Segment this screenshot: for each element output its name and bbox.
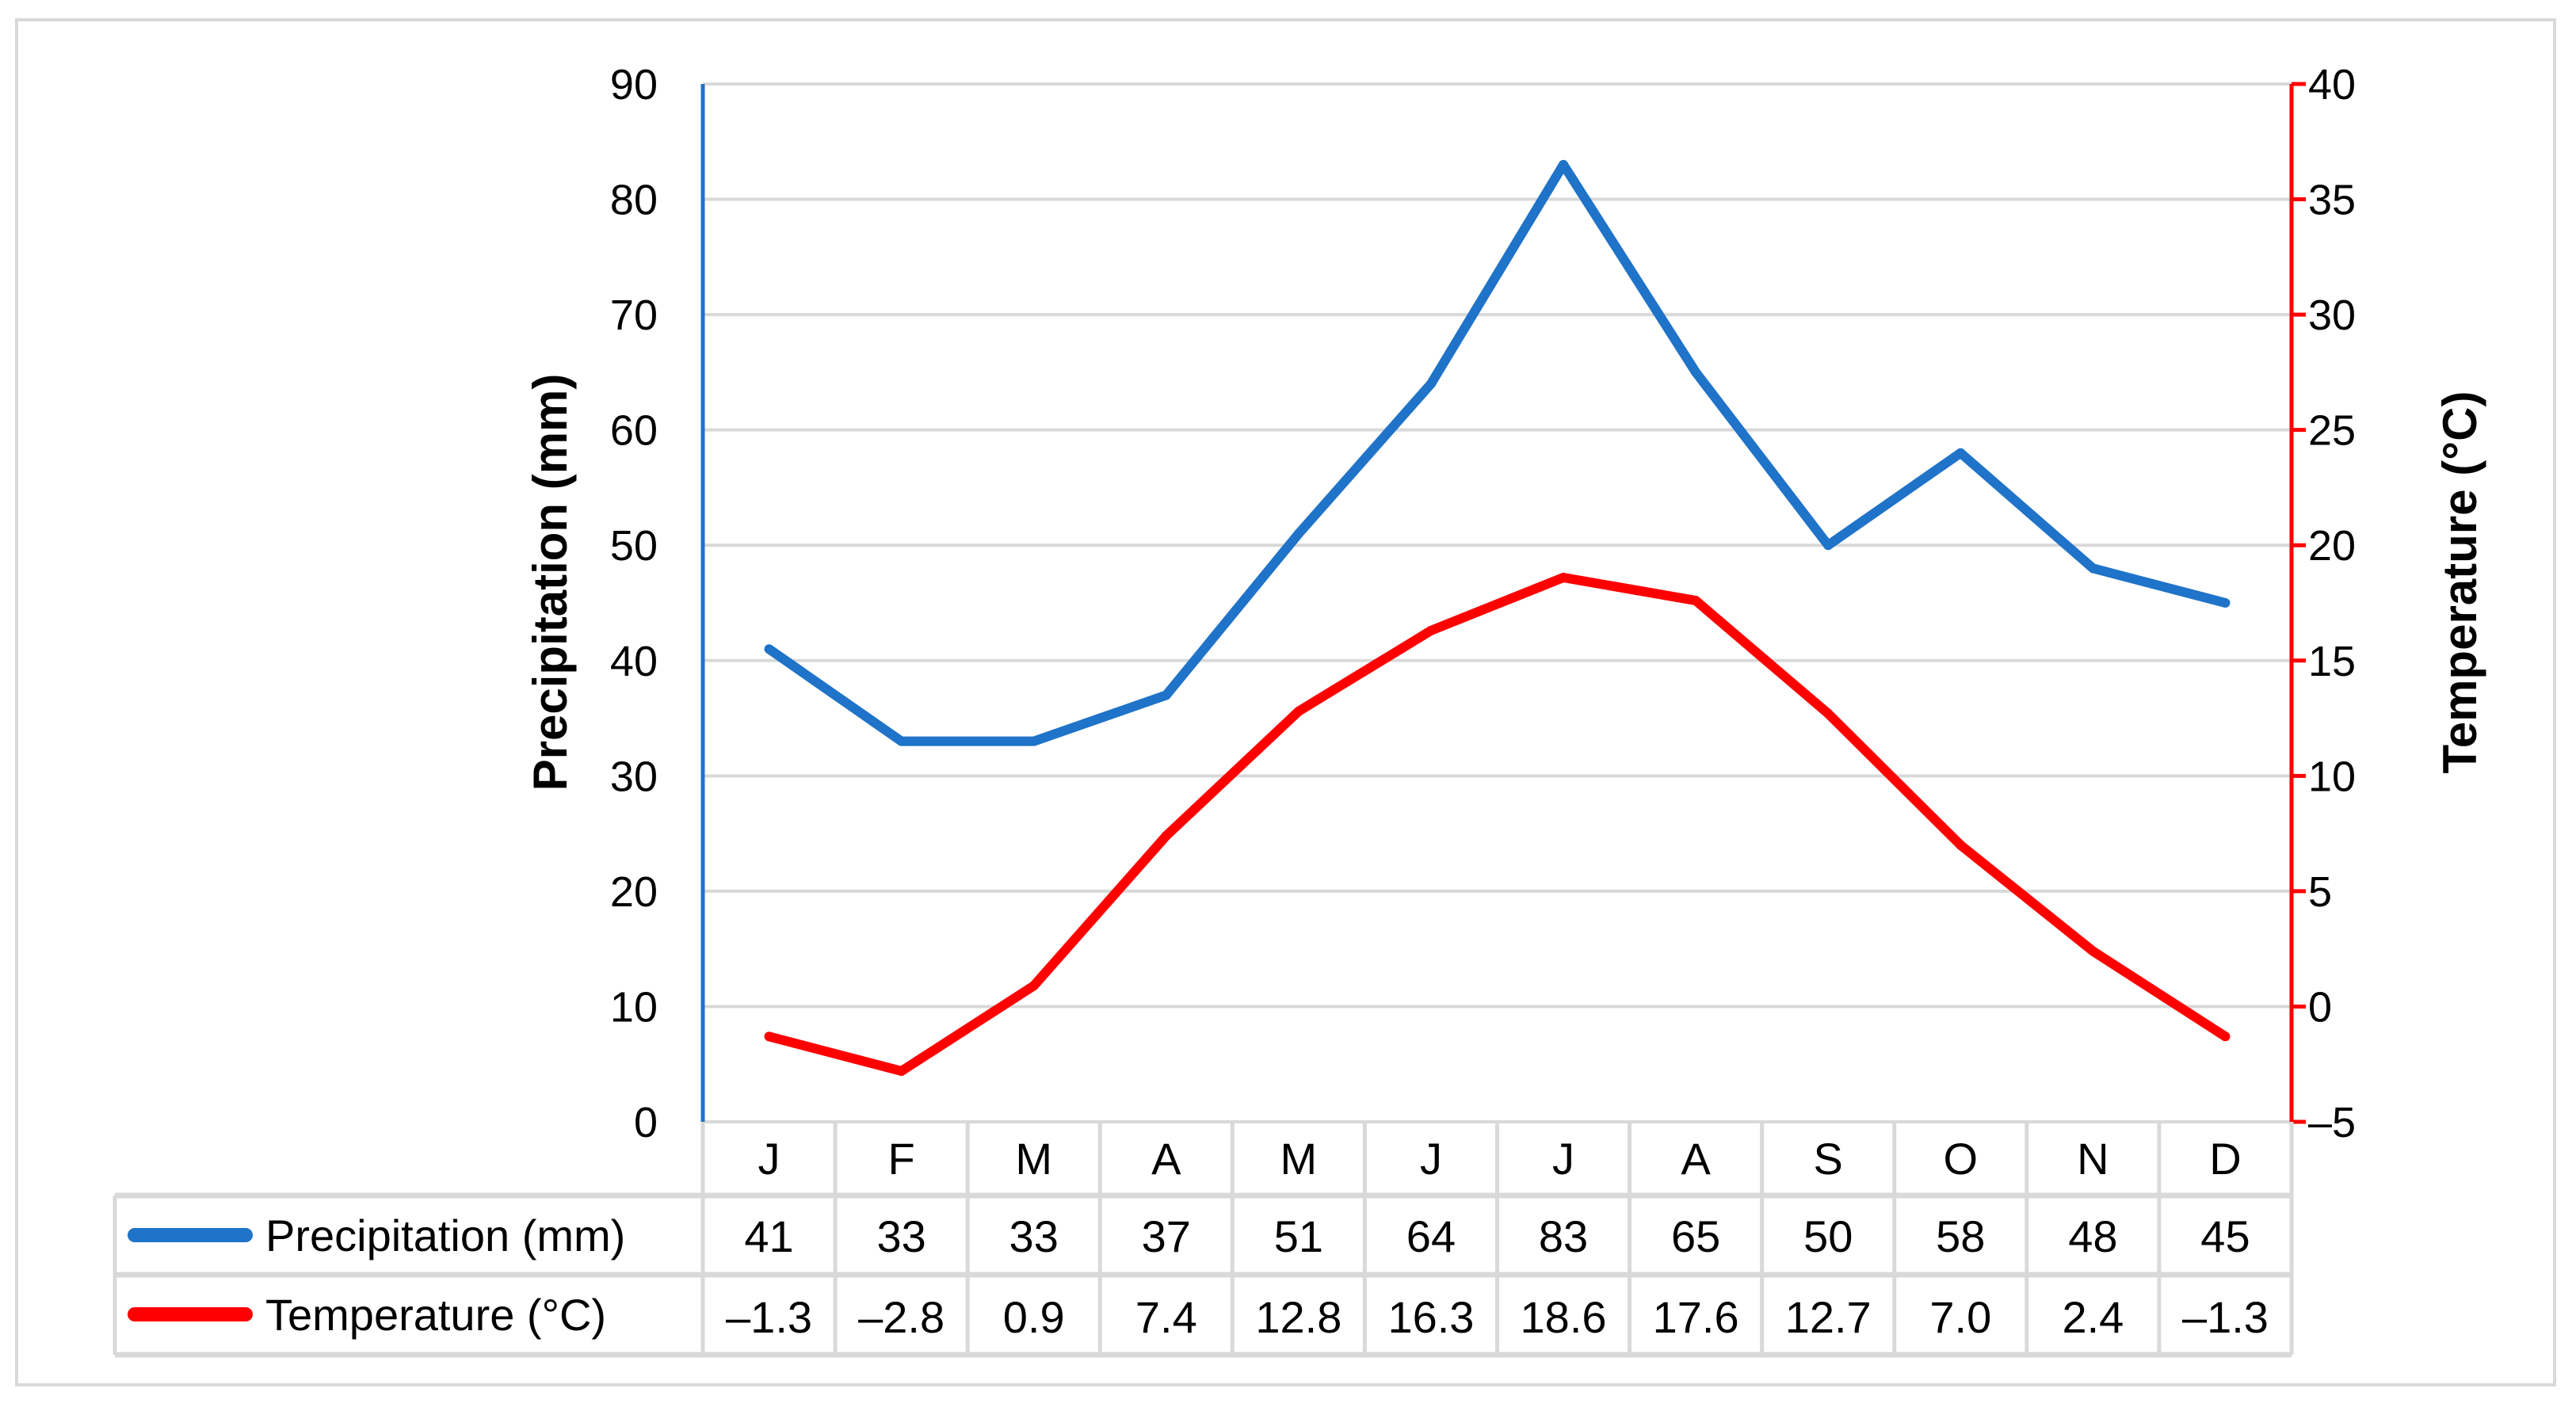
data-point [1956,840,1966,850]
table-cell: –2.8 [858,1292,945,1342]
table-cell: 17.6 [1653,1292,1739,1342]
month-label: M [1280,1134,1318,1184]
right-tick-label: 40 [2308,61,2356,109]
chart-frame [15,18,2556,1386]
series-lines [764,159,2231,1076]
table-cell: 50 [1803,1211,1853,1261]
table-cell: –1.3 [2182,1292,2269,1342]
left-tick-label: 30 [610,753,658,800]
table-cell: 16.3 [1387,1292,1474,1342]
temperature-line [768,572,2228,1076]
right-tick-label: 5 [2308,868,2332,916]
table-cell: 33 [1009,1211,1059,1261]
data-point [1823,540,1834,551]
data-point [2220,598,2231,608]
data-point [1425,379,1436,389]
precipitation-line [766,159,2227,746]
data-point [2088,946,2098,956]
month-label: D [2209,1134,2241,1184]
right-tick-label: –5 [2308,1099,2356,1146]
data-table: J 41 –1.3 F 33 –2.8 M 33 0.9 A 37 7.4 M 51 12.8 J 64 16.3… [113,1122,2294,1358]
data-point [2088,563,2098,574]
data-point [1691,367,1701,377]
data-point [764,644,774,654]
legend-label: Precipitation (mm) [265,1211,625,1260]
table-cell: 58 [1936,1211,1985,1261]
table-cell: 83 [1539,1211,1588,1261]
month-label: O [1944,1134,1979,1184]
table-cell: 12.7 [1785,1292,1872,1342]
data-point [1293,528,1303,539]
table-cell: 18.6 [1521,1292,1607,1342]
table-cell: 45 [2200,1211,2250,1261]
table-cell: 0.9 [1003,1292,1065,1342]
table-cell: 41 [744,1211,793,1261]
data-point [1956,448,1966,458]
month-label: S [1814,1134,1843,1184]
month-label: A [1151,1134,1181,1184]
left-axis-ticks: 0 10 20 30 40 50 60 70 80 90 [610,61,658,1146]
left-tick-label: 90 [610,61,658,109]
right-axis-ticks: –5 0 5 10 15 20 25 30 35 40 [2292,61,2356,1146]
data-point [1691,596,1701,606]
left-tick-label: 60 [610,407,658,455]
data-point [896,1066,906,1076]
table-cell: 51 [1274,1211,1323,1261]
left-tick-label: 40 [610,638,658,685]
right-tick-label: 30 [2308,292,2356,339]
left-tick-label: 50 [610,522,658,570]
table-cell: 48 [2068,1211,2117,1261]
right-tick-label: 0 [2308,983,2332,1031]
data-point [2220,1032,2231,1042]
left-axis-title: Precipitation (mm) [524,374,577,791]
table-cell: 2.4 [2062,1292,2124,1342]
month-label: N [2077,1134,2109,1184]
month-label: J [1552,1134,1574,1184]
data-point [1559,572,1569,582]
table-cell: 7.0 [1929,1292,1991,1342]
right-tick-label: 20 [2308,522,2356,570]
legend-label: Temperature (°C) [265,1290,606,1340]
data-point [1028,981,1039,991]
data-point [896,736,906,746]
month-label: M [1015,1134,1052,1184]
table-cell: 64 [1406,1211,1456,1261]
table-cell: 33 [876,1211,925,1261]
month-label: J [758,1134,780,1184]
right-tick-label: 10 [2308,753,2356,800]
data-point [1161,690,1171,700]
data-point [1559,159,1569,170]
right-tick-label: 25 [2308,407,2356,455]
table-cell: –1.3 [726,1292,812,1342]
left-tick-label: 0 [634,1099,658,1146]
month-label: J [1420,1134,1442,1184]
right-axis-title: Temperature (°C) [2433,391,2486,774]
month-label: A [1681,1134,1711,1184]
table-cell: 65 [1671,1211,1720,1261]
month-label: F [888,1134,915,1184]
left-tick-label: 20 [610,868,658,916]
data-point [1823,708,1834,719]
data-point [764,1032,774,1042]
table-cell: 37 [1142,1211,1191,1261]
data-point [1425,625,1436,635]
data-point [1293,706,1303,716]
left-tick-label: 80 [610,177,658,224]
right-tick-label: 15 [2308,638,2356,685]
table-cell: 12.8 [1255,1292,1341,1342]
left-tick-label: 70 [610,292,658,339]
right-tick-label: 35 [2308,177,2356,224]
data-point [1161,831,1171,841]
data-point [1028,736,1039,746]
table-cell: 7.4 [1135,1292,1197,1342]
left-tick-label: 10 [610,983,658,1031]
